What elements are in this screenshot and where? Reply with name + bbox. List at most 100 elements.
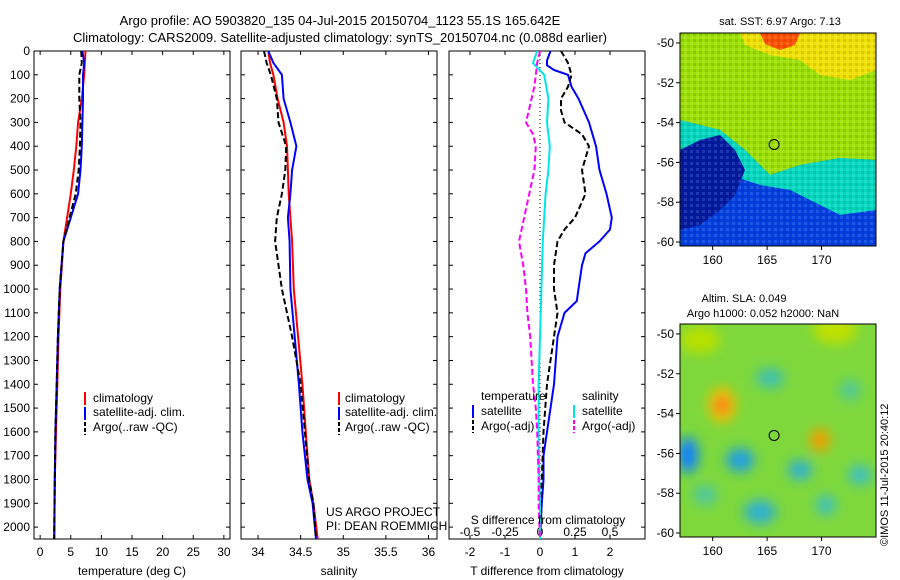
x-tick-label: 15 [125,545,139,559]
series-line-satellite [532,51,551,539]
map-y-tick-label: -54 [657,407,675,421]
sst-map [680,33,876,246]
legend-group-temperature: temperature [481,389,546,403]
sst-map-frame [679,32,877,247]
temperature-axes: 0 5 10 15 20 25 300100200300400500600700800900… [3,44,231,559]
y-tick-label: 0 [23,44,30,58]
y-tick-label: 1300 [3,353,30,367]
x-tick-label: 35.5 [374,545,398,559]
sla-map-axes: 160 165 170 -50 -52 -54 -56 -58 -60 [657,327,832,558]
top-x-tick-label: -0.5 [460,525,481,539]
legend-label-argo: Argo(..raw -QC) [93,420,178,434]
legend-group-salinity: salinity [582,389,619,403]
map-y-tick-label: -52 [657,76,675,90]
map-y-tick-label: -58 [657,195,675,209]
top-x-tick-label: 0.25 [563,525,587,539]
y-tick-label: 400 [10,139,30,153]
legend-label-climatology: climatology [93,391,153,405]
y-tick-label: 500 [10,163,30,177]
y-tick-label: 600 [10,187,30,201]
salinity-legend: climatology satellite-adj. clim. Argo(..… [338,391,437,435]
difference-top-xlabel: S difference from climatology [471,513,626,527]
temperature-panel-frame [33,50,231,540]
y-tick-label: 1200 [3,330,30,344]
y-tick-label: 1600 [3,425,30,439]
y-tick-label: 800 [10,234,30,248]
y-tick-label: 1100 [4,306,30,320]
map-y-tick-label: -52 [657,367,675,381]
y-tick-label: 200 [10,92,30,106]
legend-label-satellite: satellite-adj. clim. [93,405,185,419]
temperature-legend: climatology satellite-adj. clim. Argo(..… [84,391,185,435]
sst-map-axes: 160 165 170 -50 -52 -54 -56 -58 -60 [657,36,832,267]
difference-panel-frame [448,50,646,540]
map-y-tick-label: -60 [657,235,675,249]
y-tick-label: 1800 [3,472,30,486]
series-line-satellite-adj-clim [267,51,317,539]
salinity-axes: 34 34.5 35 35.5 36 [241,50,437,559]
series-line-climatology [267,51,319,539]
y-tick-label: 1000 [3,282,30,296]
sst-texture [680,33,876,246]
header-line2: Climatology: CARS2009. Satellite-adjuste… [73,30,607,45]
sst-argo-marker [768,138,780,150]
y-tick-label: 1700 [3,449,30,463]
series-line-argo-raw-qc [53,51,83,539]
legend-label-satellite: satellite-adj. clim. [345,405,437,419]
x-tick-label: 25 [187,545,201,559]
y-tick-label: 900 [10,258,30,272]
map-y-tick-label: -58 [657,486,675,500]
sla-argo-marker [768,429,780,441]
series-line-argo-raw-qc [263,51,317,539]
sla-map-title-line2: Argo h1000: 0.052 h2000: NaN [687,308,839,320]
map-y-tick-label: -56 [657,446,675,460]
salinity-panel-frame [240,50,438,540]
difference-xlabel: T difference from climatology [470,564,624,578]
x-tick-label: 2 [607,545,614,559]
map-x-tick-label: 170 [812,544,832,558]
x-tick-label: 34 [251,545,265,559]
map-x-tick-label: 170 [812,253,832,267]
x-tick-label: -2 [465,545,476,559]
x-tick-label: 34.5 [289,545,313,559]
difference-series [518,51,613,539]
x-tick-label: 0 [537,545,544,559]
header-line1: Argo profile: AO 5903820_135 04-Jul-2015… [120,13,561,28]
map-x-tick-label: 165 [757,253,777,267]
sla-blobs [680,324,872,524]
salinity-series [263,51,319,539]
map-y-tick-label: -50 [657,36,675,50]
series-line-satellite [539,51,613,539]
map-x-tick-label: 160 [703,544,723,558]
map-y-tick-label: -56 [657,155,675,169]
y-tick-label: 1400 [3,377,30,391]
sla-map-title-line1: Altim. SLA: 0.049 [702,293,787,305]
x-tick-label: 10 [95,545,109,559]
map-y-tick-label: -54 [657,116,675,130]
legend-label-t-argo: Argo(-adj) [481,419,534,433]
project-line2: PI: DEAN ROEMMICH [326,519,447,533]
series-line-satellite-adj-clim [53,51,86,539]
map-x-tick-label: 160 [703,253,723,267]
y-tick-label: 1500 [3,401,30,415]
salinity-xlabel: salinity [321,564,358,578]
legend-label-t-satellite: satellite [481,404,522,418]
project-line1: US ARGO PROJECT [326,505,441,519]
sla-map-frame [679,323,877,538]
x-tick-label: 30 [217,545,231,559]
top-x-tick-label: -0.25 [491,525,519,539]
x-tick-label: 0 [37,545,44,559]
watermark: ©IMOS 11-Jul-2015 20:40:12 [879,404,891,546]
sla-field-base [680,324,876,537]
series-line-argo-adj [539,51,590,539]
temperature-xlabel: temperature (deg C) [78,564,186,578]
legend-label-s-satellite: satellite [582,404,623,418]
sla-map [680,324,876,537]
x-tick-label: -1 [500,545,511,559]
sst-map-title: sat. SST: 6.97 Argo: 7.13 [719,16,841,28]
x-tick-label: 36 [422,545,436,559]
x-tick-label: 20 [156,545,170,559]
x-tick-label: 5 [67,545,74,559]
difference-legend: temperature satellite Argo(-adj) salinit… [472,389,635,433]
